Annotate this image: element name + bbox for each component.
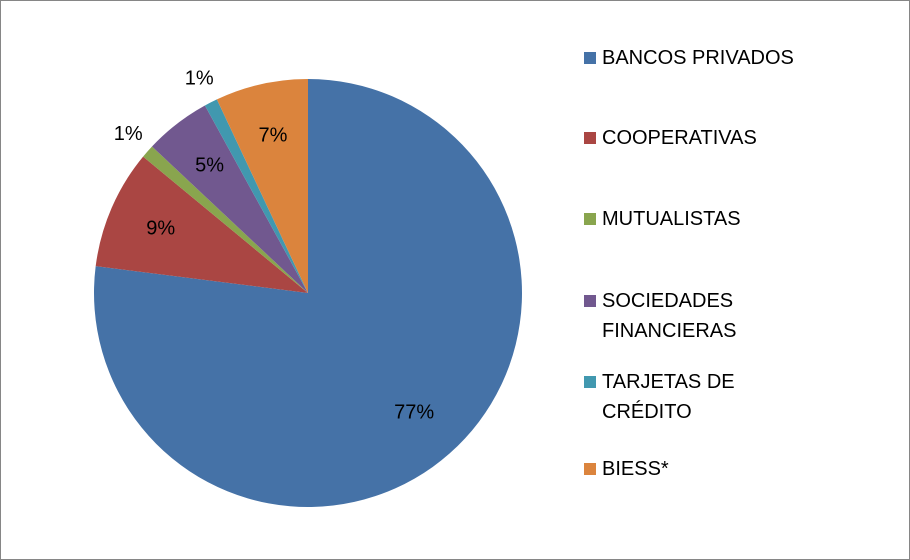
- legend-swatch: [584, 132, 596, 144]
- pie-slice: [94, 79, 522, 508]
- pie-area: 77% 9% 1% 5% 1% 7%: [94, 68, 522, 508]
- legend-swatch: [584, 295, 596, 307]
- legend-label: BANCOS PRIVADOS: [602, 47, 794, 69]
- legend-item: BANCOS PRIVADOS: [584, 43, 799, 73]
- legend-item: BIESS*: [584, 454, 799, 484]
- data-label: 5%: [195, 154, 224, 176]
- legend-label: TARJETAS DE CRÉDITO: [602, 371, 735, 423]
- data-label: 1%: [185, 68, 214, 90]
- legend-label: COOPERATIVAS: [602, 127, 757, 149]
- legend-swatch: [584, 463, 596, 475]
- legend-item: COOPERATIVAS: [584, 123, 799, 153]
- data-label: 1%: [114, 123, 143, 145]
- pie-slice: [95, 156, 308, 293]
- pie-slice: [143, 146, 308, 293]
- data-label: 77%: [394, 402, 434, 424]
- data-label: 7%: [259, 125, 288, 147]
- legend-item: MUTUALISTAS: [584, 204, 799, 234]
- legend-swatch: [584, 376, 596, 388]
- legend-item: TARJETAS DE CRÉDITO: [584, 367, 799, 427]
- pie-slice: [204, 99, 308, 294]
- legend-swatch: [584, 52, 596, 64]
- legend-item: SOCIEDADES FINANCIERAS: [584, 286, 799, 346]
- legend-swatch: [584, 213, 596, 225]
- legend-label: BIESS*: [602, 458, 669, 480]
- pie-slice: [216, 79, 308, 293]
- legend-label: SOCIEDADES FINANCIERAS: [602, 290, 737, 342]
- data-label: 9%: [146, 218, 175, 240]
- legend-label: MUTUALISTAS: [602, 208, 741, 230]
- pie-slice: [152, 105, 308, 293]
